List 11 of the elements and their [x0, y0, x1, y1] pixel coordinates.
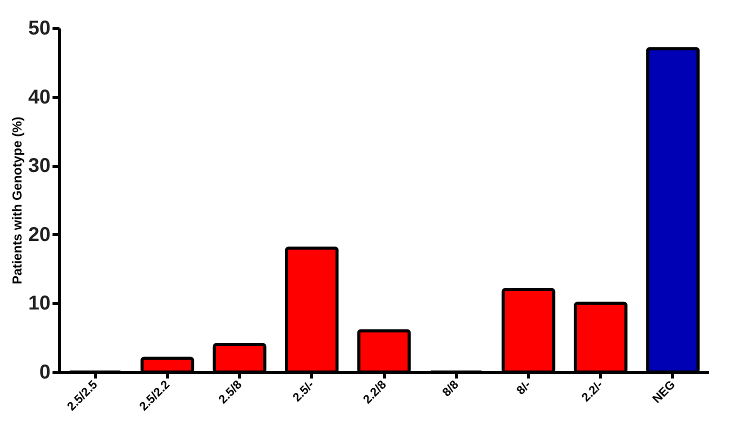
- y-tick-label: 10: [28, 292, 50, 315]
- y-tick-label: 50: [28, 18, 50, 40]
- y-tick-label: 0: [39, 362, 50, 384]
- x-tick-label: 8/8: [439, 377, 462, 400]
- x-tick-label: 8/-: [514, 378, 534, 398]
- x-tick-label: 2.5/-: [290, 378, 317, 404]
- y-tick-label: 40: [28, 86, 50, 108]
- x-tick-label: 2.2/-: [578, 378, 606, 404]
- y-tick-label: 20: [28, 224, 50, 246]
- y-axis-title: Patients with Genotype (%): [9, 116, 24, 284]
- y-tick-label: 30: [28, 155, 50, 178]
